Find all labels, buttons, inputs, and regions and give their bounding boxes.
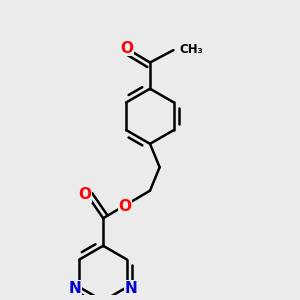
Text: CH₃: CH₃ bbox=[179, 43, 203, 56]
Text: N: N bbox=[69, 281, 81, 296]
Text: O: O bbox=[118, 199, 131, 214]
Text: O: O bbox=[78, 187, 91, 202]
Text: N: N bbox=[125, 281, 138, 296]
Text: O: O bbox=[120, 41, 133, 56]
